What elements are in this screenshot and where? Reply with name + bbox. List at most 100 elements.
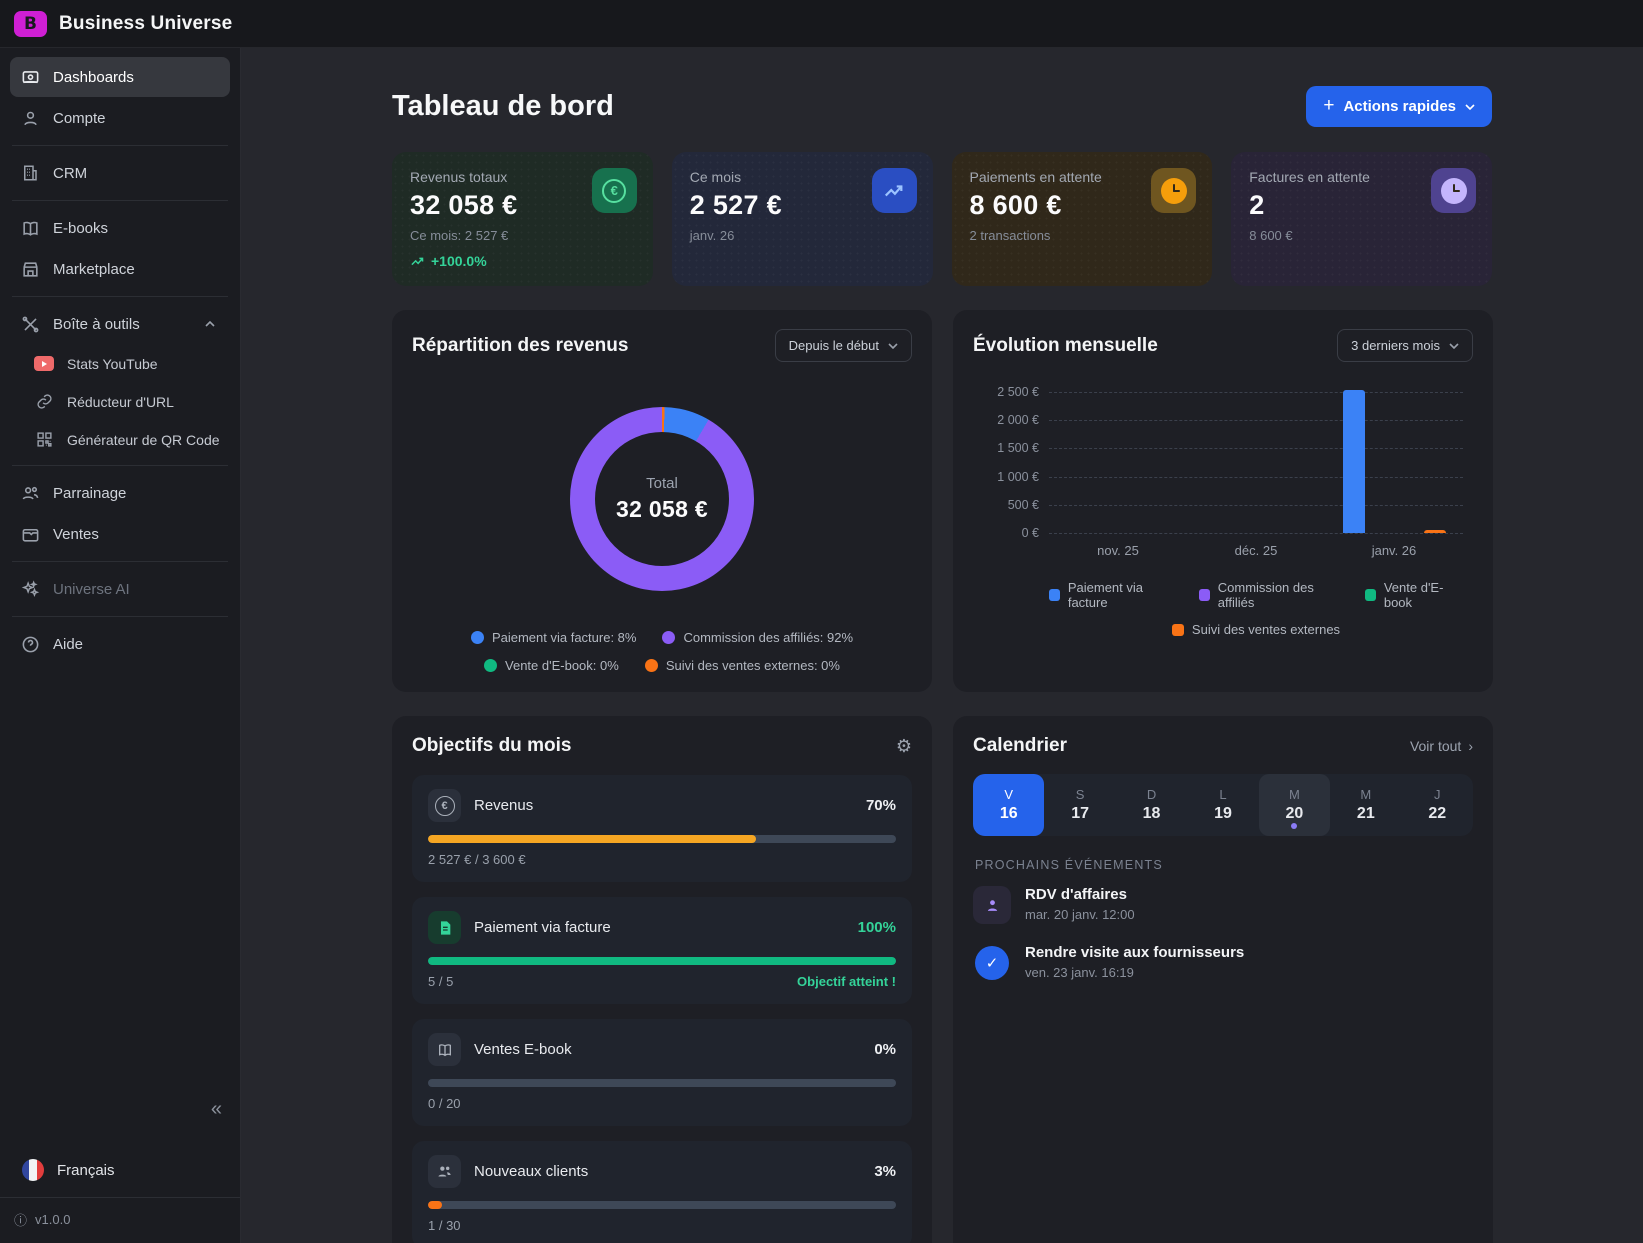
calendar-day-21[interactable]: M 21 [1356,787,1375,822]
book-icon [20,218,40,238]
legend-label: Suivi des ventes externes: 0% [665,658,840,673]
calendar-day-20[interactable]: M 20 [1258,774,1331,836]
sidebar-item-marketplace[interactable]: Marketplace [10,249,230,289]
card-title: Calendrier [973,735,1067,756]
card-title: Évolution mensuelle [973,334,1158,356]
sidebar-item-label: Compte [53,109,106,127]
event-item[interactable]: ✓ Rendre visite aux fournisseurs ven. 23… [973,944,1473,982]
card-title: Répartition des revenus [412,334,629,356]
x-tick: nov. 25 [1097,543,1139,558]
sidebar-item-label: Marketplace [53,260,135,278]
bar-group-nov [1049,392,1187,533]
progress-bar [428,957,896,965]
legend-dot [484,659,498,672]
x-tick: janv. 26 [1371,543,1417,558]
week-strip: V 16 S 17 D 18 L 19 M 20 M 21 [973,774,1473,836]
sidebar-item-ebooks[interactable]: E-books [10,208,230,248]
sidebar-divider [12,561,228,562]
goal-percent: 3% [874,1163,896,1180]
legend-dot [470,631,484,644]
progress-bar [428,1079,896,1087]
sidebar-item-universe-ai[interactable]: Universe AI [10,569,230,609]
calendar-card: Calendrier Voir tout › V 16 S 17 D 18 L 19 [953,716,1493,1243]
euro-badge-icon: € [591,168,637,213]
version-label: v1.0.0 [35,1212,71,1227]
language-selector[interactable]: Français [0,1149,240,1197]
calendar-day-16[interactable]: V 16 [973,774,1045,836]
legend-label: Suivi des ventes externes [1191,622,1341,637]
help-icon [20,634,40,654]
qr-code-icon [34,430,54,450]
stat-card-revenus-totaux[interactable]: Revenus totaux 32 058 € Ce mois: 2 527 €… [392,152,653,286]
goal-percent: 100% [857,919,896,936]
sidebar-item-toolbox[interactable]: Boîte à outils [10,304,230,344]
collapse-sidebar-icon[interactable]: « [210,1098,222,1120]
sidebar: Dashboards Compte CRM E-books Mark [0,48,241,1243]
user-icon [20,108,40,128]
sidebar-item-label: Parrainage [53,484,127,502]
x-axis-labels: nov. 25 déc. 25 janv. 26 [1049,543,1463,558]
stat-label: Ce mois [689,169,742,185]
sidebar-item-crm[interactable]: CRM [10,153,230,193]
view-all-link[interactable]: Voir tout › [1410,738,1473,754]
y-tick: 1 000 € [997,469,1039,484]
building-icon [20,163,40,183]
legend-item: Commission des affiliés: 92% [662,630,853,645]
event-datetime: ven. 23 janv. 16:19 [1025,965,1134,980]
event-datetime: mar. 20 janv. 12:00 [1025,907,1135,922]
goal-revenus: € Revenus 70% 2 527 € / 3 600 € [412,775,912,882]
legend-item: Commission des affiliés [1198,580,1341,610]
bar-paiement-facture[interactable] [1342,390,1365,533]
stat-card-ce-mois[interactable]: Ce mois 2 527 € janv. 26 [671,152,933,286]
stat-card-paiements-en-attente[interactable]: Paiements en attente 8 600 € 2 transacti… [951,152,1213,286]
sidebar-item-dashboards[interactable]: Dashboards [10,57,230,97]
stat-card-factures-en-attente[interactable]: Factures en attente 2 8 600 € [1231,152,1492,286]
card-title: Objectifs du mois [412,735,572,756]
clock-badge-icon [1431,168,1476,213]
stat-value: 2 527 € [689,190,782,220]
legend-label: Commission des affiliés [1217,580,1314,610]
sidebar-item-label: Boîte à outils [53,315,140,333]
calendar-day-18[interactable]: D 18 [1142,787,1161,822]
sidebar-item-label: Réducteur d'URL [67,393,174,410]
sidebar-item-compte[interactable]: Compte [10,98,230,138]
monthly-evolution-card: Évolution mensuelle 3 derniers mois 2 50… [953,310,1493,692]
legend-label: Paiement via facture [1067,580,1143,610]
calendar-day-22[interactable]: J 22 [1428,787,1447,822]
legend-dot [644,659,658,672]
bar-chart-legend: Paiement via facture Commission des affi… [1049,580,1463,637]
legend-item: Paiement via facture [1049,580,1175,610]
stat-label: Revenus totaux [410,169,508,185]
sidebar-item-url-shortener[interactable]: Réducteur d'URL [24,383,230,420]
calendar-day-19[interactable]: L 19 [1214,787,1232,822]
chevron-down-icon [1465,103,1475,110]
goal-progress-text: 1 / 30 [428,1218,461,1233]
sidebar-item-ventes[interactable]: Ventes [10,514,230,554]
sidebar-item-qr-generator[interactable]: Générateur de QR Code [24,421,230,458]
sidebar-item-stats-youtube[interactable]: Stats YouTube [24,345,230,382]
sidebar-item-aide[interactable]: Aide [10,624,230,664]
bar-suivi-externes[interactable] [1423,529,1446,533]
wallet-icon [20,524,40,544]
quick-actions-button[interactable]: + Actions rapides [1306,86,1492,127]
event-item[interactable]: RDV d'affaires mar. 20 janv. 12:00 [973,886,1473,924]
sidebar-item-parrainage[interactable]: Parrainage [10,473,230,513]
goal-label: Paiement via facture [474,919,611,936]
sidebar-item-label: Universe AI [53,580,130,598]
goal-progress-text: 2 527 € / 3 600 € [428,852,526,867]
donut-center-label: Total [646,475,678,492]
plus-icon: + [1323,94,1335,116]
legend-item: Paiement via facture: 8% [470,630,636,645]
period-filter-dropdown[interactable]: 3 derniers mois [1337,329,1473,362]
stat-subtitle: Ce mois: 2 527 € [410,228,509,243]
youtube-icon [34,354,54,374]
sidebar-divider [12,145,228,146]
calendar-day-17[interactable]: S 17 [1071,787,1090,822]
info-icon: ⓘ [14,1213,28,1228]
trend-up-badge-icon [871,168,917,213]
stat-cards: Revenus totaux 32 058 € Ce mois: 2 527 €… [392,152,1492,286]
gear-icon[interactable]: ⚙ [895,735,912,756]
goal-nouveaux-clients: Nouveaux clients 3% 1 / 30 [412,1141,912,1243]
period-filter-dropdown[interactable]: Depuis le début [774,329,912,362]
stat-value: 32 058 € [410,190,518,220]
